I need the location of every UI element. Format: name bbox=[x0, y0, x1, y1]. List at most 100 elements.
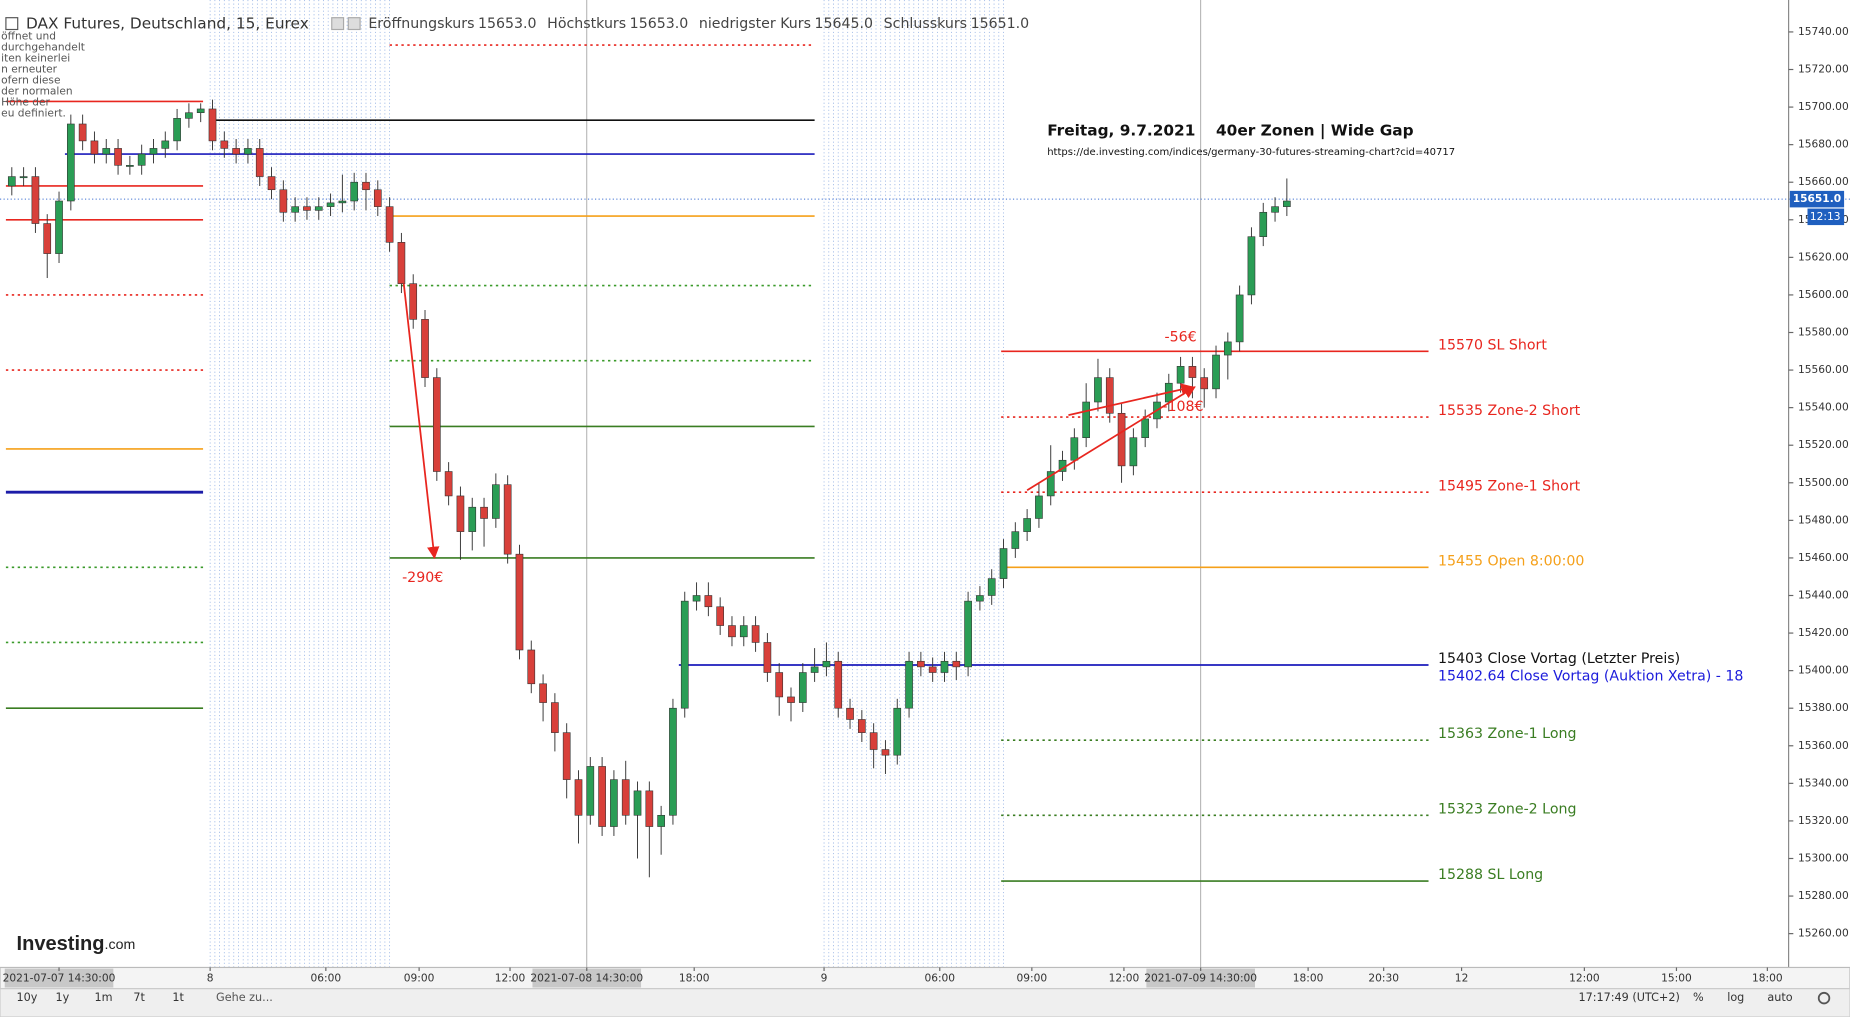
ohlc-value: 15653.0 bbox=[478, 16, 537, 32]
y-tick-label: 15620.00 bbox=[1798, 250, 1849, 263]
option-button[interactable]: log bbox=[1727, 991, 1744, 1004]
y-tick-label: 15360.00 bbox=[1798, 739, 1849, 752]
candle-body bbox=[1070, 437, 1079, 461]
candle-body bbox=[633, 790, 642, 816]
candle-body bbox=[739, 625, 748, 638]
candle-body bbox=[31, 176, 40, 224]
candle-body bbox=[1188, 366, 1197, 378]
candle-body bbox=[539, 683, 547, 703]
candle-body bbox=[373, 189, 382, 207]
candle-body bbox=[1176, 366, 1185, 384]
period-button[interactable]: 7t bbox=[133, 991, 145, 1004]
candle-body bbox=[1259, 211, 1268, 237]
candle-body bbox=[338, 200, 347, 204]
period-button[interactable]: 1m bbox=[94, 991, 112, 1004]
candle-body bbox=[1200, 377, 1209, 390]
y-tick-label: 15500.00 bbox=[1798, 476, 1849, 489]
candle-body bbox=[1046, 471, 1055, 497]
last-time-box bbox=[1807, 208, 1845, 226]
annotation-arrow bbox=[1068, 383, 1194, 417]
ohlc-value: 15645.0 bbox=[815, 16, 874, 32]
x-tick-label: 12:00 bbox=[495, 972, 526, 985]
option-button[interactable]: % bbox=[1693, 991, 1704, 1004]
candle-body bbox=[1223, 341, 1232, 356]
candle-body bbox=[810, 666, 819, 673]
candle-body bbox=[444, 471, 453, 497]
y-tick-label: 15280.00 bbox=[1798, 889, 1849, 902]
y-tick-label: 15600.00 bbox=[1798, 288, 1849, 301]
overlay-text: n erneuter bbox=[1, 62, 57, 75]
candle-body bbox=[704, 595, 713, 608]
candle-body bbox=[976, 595, 984, 602]
overlay-text: öffnet und bbox=[1, 30, 56, 43]
y-tick-label: 15420.00 bbox=[1798, 626, 1849, 639]
header-title[interactable]: DAX Futures, Deutschland, 15, Eurex bbox=[26, 15, 309, 33]
candle-body bbox=[893, 707, 902, 756]
candle-body bbox=[503, 484, 512, 555]
header-button[interactable] bbox=[331, 17, 345, 31]
y-tick-label: 15560.00 bbox=[1798, 363, 1849, 376]
header-button[interactable] bbox=[347, 17, 361, 31]
period-button[interactable]: 1t bbox=[172, 991, 184, 1004]
x-tick-label: 15:00 bbox=[1661, 972, 1692, 985]
level-label: 15570 SL Short bbox=[1438, 337, 1547, 353]
candle-body bbox=[1271, 206, 1279, 213]
candle-body bbox=[19, 176, 28, 179]
candle-body bbox=[527, 649, 536, 685]
candle-body bbox=[680, 600, 689, 709]
candle-body bbox=[869, 732, 878, 750]
x-tick-label: 06:00 bbox=[924, 972, 955, 985]
candle-body bbox=[492, 484, 500, 519]
candle-body bbox=[1011, 531, 1020, 549]
annotation-arrow bbox=[1026, 386, 1196, 492]
candle-body bbox=[952, 660, 961, 668]
candle-body bbox=[645, 790, 654, 827]
x-tick-label: 8 bbox=[207, 972, 214, 985]
period-button[interactable]: 1y bbox=[55, 991, 69, 1004]
goto-input[interactable]: Gehe zu... bbox=[216, 991, 273, 1004]
x-tick-label: 12:00 bbox=[1569, 972, 1600, 985]
chart-subtitle: 40er Zonen | Wide Gap bbox=[1216, 121, 1414, 140]
x-tick-label: 2021-07-07 14:30:00 bbox=[3, 972, 116, 985]
candle-body bbox=[999, 548, 1008, 579]
logo: Investing.com bbox=[17, 933, 136, 955]
overlay-text: der normalen bbox=[1, 84, 72, 97]
candle-body bbox=[90, 140, 99, 155]
overlay-text: ofern diese bbox=[1, 73, 60, 86]
candle-body bbox=[822, 660, 831, 668]
candle-body bbox=[562, 732, 571, 780]
candle-body bbox=[763, 642, 772, 673]
settings-button[interactable] bbox=[1817, 991, 1831, 1005]
candle-body bbox=[657, 814, 665, 827]
candle-body bbox=[621, 779, 630, 816]
candle-body bbox=[1094, 377, 1102, 403]
candle-body bbox=[397, 242, 406, 284]
ohlc-label: Höchstkurs bbox=[547, 16, 626, 32]
candle-body bbox=[881, 749, 890, 756]
candle-body bbox=[208, 108, 217, 142]
overlay-text: durchgehandelt bbox=[1, 41, 85, 54]
candle-body bbox=[114, 148, 122, 166]
y-tick-label: 15480.00 bbox=[1798, 513, 1849, 526]
candle-body bbox=[798, 672, 807, 703]
candle-body bbox=[692, 595, 701, 602]
x-tick-label: 09:00 bbox=[404, 972, 435, 985]
ohlc-label: Eröffnungskurs bbox=[368, 16, 474, 32]
x-tick-label: 9 bbox=[821, 972, 828, 985]
candle-body bbox=[964, 600, 972, 668]
candle-body bbox=[409, 283, 418, 320]
candle-body bbox=[551, 702, 559, 733]
option-button[interactable]: auto bbox=[1767, 991, 1792, 1004]
ohlc-label: niedrigster Kurs bbox=[699, 16, 811, 32]
overlay-text: Höhe der bbox=[1, 95, 50, 108]
candle-body bbox=[751, 625, 760, 643]
header-icon bbox=[5, 17, 19, 31]
last-price-label: 15651.0 bbox=[1793, 192, 1841, 205]
candle-body bbox=[1105, 377, 1114, 414]
candle-body bbox=[126, 165, 134, 167]
candle-body bbox=[78, 123, 87, 142]
candle-body bbox=[255, 148, 264, 177]
period-button[interactable]: 10y bbox=[17, 991, 38, 1004]
